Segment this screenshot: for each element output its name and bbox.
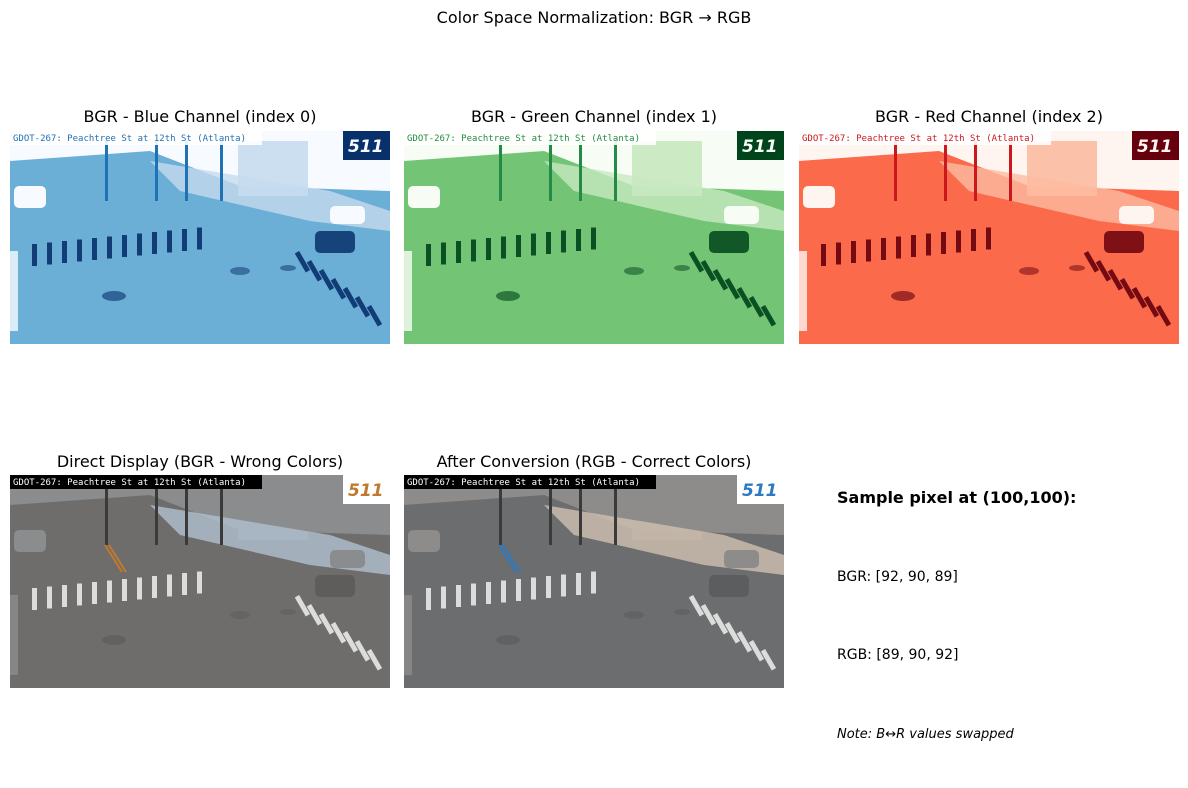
figure-title: Color Space Normalization: BGR → RGB <box>436 8 752 27</box>
camera-overlay-text: GDOT-267: Peachtree St at 12th St (Atlan… <box>407 134 640 144</box>
logo-511-icon: 511 <box>737 475 784 504</box>
panel-title-red-channel: BGR - Red Channel (index 2) <box>875 107 1103 126</box>
rgb-converted-image: GDOT-267: Peachtree St at 12th St (Atlan… <box>404 475 784 688</box>
svg-text:511: 511 <box>742 481 778 501</box>
red-channel-image: GDOT-267: Peachtree St at 12th St (Atlan… <box>799 131 1179 344</box>
logo-511-icon: 511 <box>737 131 784 160</box>
green-channel-image: GDOT-267: Peachtree St at 12th St (Atlan… <box>404 131 784 344</box>
svg-text:511: 511 <box>1137 137 1173 157</box>
svg-text:511: 511 <box>348 481 384 501</box>
panel-title-blue-channel: BGR - Blue Channel (index 0) <box>83 107 317 126</box>
bgr-direct-display-image: GDOT-267: Peachtree St at 12th St (Atlan… <box>10 475 390 688</box>
bgr-value-text: BGR: [92, 90, 89] <box>837 569 958 585</box>
svg-text:511: 511 <box>348 137 384 157</box>
camera-overlay-text: GDOT-267: Peachtree St at 12th St (Atlan… <box>802 134 1035 144</box>
camera-overlay-text: GDOT-267: Peachtree St at 12th St (Atlan… <box>13 478 246 488</box>
camera-overlay-text: GDOT-267: Peachtree St at 12th St (Atlan… <box>407 478 640 488</box>
panel-title-after-conversion: After Conversion (RGB - Correct Colors) <box>436 452 752 471</box>
blue-channel-image: GDOT-267: Peachtree St at 12th St (Atlan… <box>10 131 390 344</box>
panel-title-direct-display: Direct Display (BGR - Wrong Colors) <box>56 452 344 471</box>
svg-text:511: 511 <box>742 137 778 157</box>
swap-note-text: Note: B↔R values swapped <box>837 727 1014 742</box>
panel-title-green-channel: BGR - Green Channel (index 1) <box>471 107 717 126</box>
camera-overlay-text: GDOT-267: Peachtree St at 12th St (Atlan… <box>13 134 246 144</box>
sample-pixel-heading: Sample pixel at (100,100): <box>837 488 1077 507</box>
logo-511-icon: 511 <box>343 475 390 504</box>
rgb-value-text: RGB: [89, 90, 92] <box>837 647 959 663</box>
logo-511-icon: 511 <box>343 131 390 160</box>
logo-511-icon: 511 <box>1132 131 1179 160</box>
